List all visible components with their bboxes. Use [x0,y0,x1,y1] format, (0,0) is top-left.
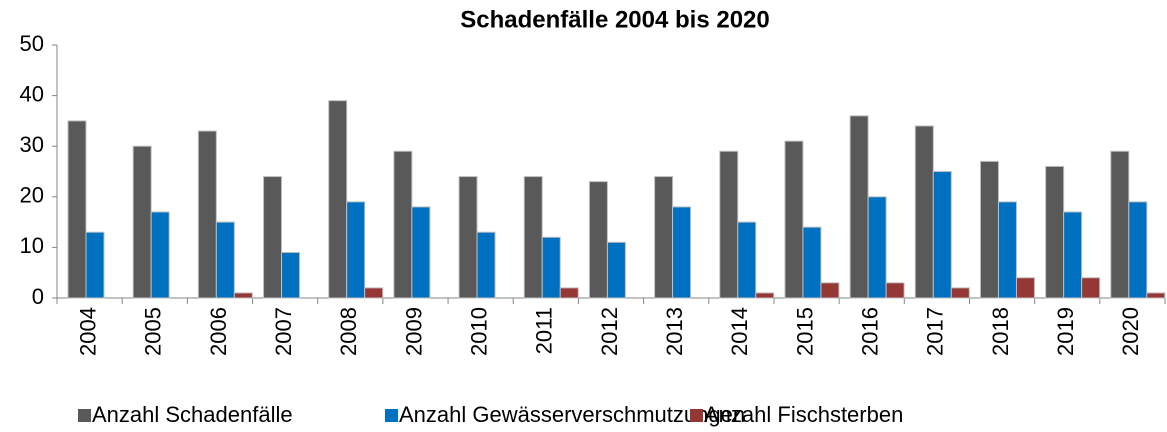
x-tick-label: 2005 [141,307,166,356]
bar [1146,292,1166,299]
legend-swatch [78,409,91,422]
x-tick-label: 2010 [466,307,491,356]
bar [197,130,217,299]
y-tick-label: 0 [32,284,44,309]
bar [588,181,608,299]
bar [885,282,905,299]
bar [541,236,561,299]
bar [606,241,626,299]
bar [719,150,739,299]
bar [393,150,413,299]
bar [215,221,235,299]
x-tick-label: 2018 [988,307,1013,356]
bar [1110,150,1130,299]
bar [802,226,822,299]
bar [364,287,384,299]
legend-label: Anzahl Fischsterben [704,402,903,427]
bar [914,125,934,299]
y-tick-label: 50 [20,31,44,56]
bar [820,282,840,299]
x-tick-label: 2020 [1118,307,1143,356]
bar [784,140,804,299]
bar [1045,165,1065,299]
bar [979,160,999,299]
x-tick-label: 2011 [532,307,557,354]
x-tick-label: 2015 [792,307,817,356]
chart-title: Schadenfälle 2004 bis 2020 [460,6,770,33]
bar [458,176,478,299]
bar [523,176,543,299]
bar [346,201,366,299]
bar [1063,211,1083,299]
x-tick-label: 2017 [923,307,948,356]
bar [233,292,253,299]
y-tick-label: 20 [20,183,44,208]
y-tick-label: 10 [20,233,44,258]
bar [281,251,301,299]
bar [328,100,348,299]
x-tick-label: 2016 [858,307,883,356]
x-tick-label: 2004 [75,307,100,356]
bar [1015,277,1035,299]
bar [1128,201,1148,299]
x-tick-label: 2006 [206,307,231,356]
legend-swatch [690,409,703,422]
bar [849,115,869,299]
x-tick-label: 2007 [271,307,296,356]
bar [1081,277,1101,299]
x-tick-label: 2009 [401,307,426,356]
x-tick-label: 2008 [336,307,361,356]
x-tick-label: 2012 [597,307,622,356]
bar [867,196,887,299]
bar [411,206,431,299]
bar [150,211,170,299]
bar [950,287,970,299]
bar [737,221,757,299]
bar [654,176,674,299]
bar [263,176,283,299]
bar [672,206,692,299]
bar [755,292,775,299]
x-tick-label: 2019 [1053,307,1078,356]
legend-label: Anzahl Schadenfälle [92,402,293,427]
bar [997,201,1017,299]
bar [559,287,579,299]
bar [476,231,496,299]
y-tick-label: 30 [20,132,44,157]
bar [932,171,952,299]
y-tick-label: 40 [20,81,44,106]
bar [85,231,105,299]
bar [67,120,87,299]
legend-swatch [385,409,398,422]
bar [132,145,152,299]
x-tick-label: 2013 [662,307,687,356]
x-tick-label: 2014 [727,307,752,356]
legend-label: Anzahl Gewässerverschmutzungen [399,402,745,427]
